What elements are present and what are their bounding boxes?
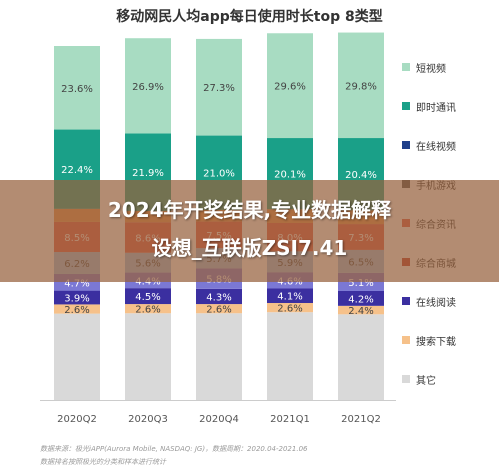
legend-swatch <box>402 336 410 344</box>
data-label: 20.1% <box>274 170 306 181</box>
legend-swatch <box>402 141 410 149</box>
bar-segment <box>125 38 171 134</box>
x-tick-label: 2020Q4 <box>199 414 239 425</box>
legend-label: 在线视频 <box>416 141 456 153</box>
bar-segment <box>267 303 313 313</box>
legend-swatch <box>402 375 410 383</box>
legend-item: 其它 <box>402 372 436 387</box>
bar-segment <box>338 314 384 400</box>
source-note: 数据来源：极光iAPP(Aurora Mobile, NASDAQ: JG)，数… <box>40 445 308 453</box>
bar-segment <box>267 288 313 304</box>
legend-swatch <box>402 102 410 110</box>
banner-line-1: 2024年开奖结果,专业数据解释 <box>107 198 392 222</box>
legend-item: 短视频 <box>402 60 446 75</box>
bar-segment <box>196 304 242 314</box>
bar-segment <box>125 313 171 400</box>
data-label: 4.7% <box>64 278 89 289</box>
bar-segment <box>338 305 384 315</box>
bar-segment <box>196 38 242 136</box>
data-label: 29.8% <box>345 81 377 92</box>
legend-label: 搜索下载 <box>416 336 456 348</box>
data-label: 21.0% <box>203 169 235 180</box>
data-label: 21.9% <box>132 168 164 179</box>
banner-line-2: 设想_互联版ZSI7.41 <box>151 236 348 260</box>
data-label: 4.5% <box>135 292 160 303</box>
chart-title: 移动网民人均app每日使用时长top 8类型 <box>116 9 383 25</box>
bar-segment <box>125 288 171 305</box>
bar-segment <box>54 313 100 400</box>
data-label: 2.6% <box>64 305 89 316</box>
data-label: 5.1% <box>348 278 373 289</box>
legend-item: 在线阅读 <box>402 294 456 309</box>
data-label: 3.9% <box>64 294 89 305</box>
data-label: 29.6% <box>274 82 306 93</box>
data-label: 2.6% <box>277 304 302 315</box>
data-label: 4.1% <box>277 292 302 303</box>
bar-segment <box>54 290 100 305</box>
legend-label: 即时通讯 <box>416 102 456 114</box>
bar-segment <box>54 304 100 314</box>
bar-segment <box>196 313 242 400</box>
data-label: 26.9% <box>132 82 164 93</box>
data-label: 2.4% <box>348 306 373 317</box>
legend-label: 短视频 <box>416 63 446 75</box>
bar-segment <box>338 290 384 306</box>
x-tick-label: 2020Q2 <box>57 414 97 425</box>
legend-item: 搜索下载 <box>402 333 456 348</box>
data-label: 20.4% <box>345 170 377 181</box>
data-label: 23.6% <box>61 84 93 95</box>
legend-label: 其它 <box>416 375 436 387</box>
sample-note: 数据排名按照极光的分类和样本进行统计 <box>40 458 166 466</box>
bar-segment <box>196 288 242 305</box>
x-tick-label: 2020Q3 <box>128 414 168 425</box>
legend-item: 在线视频 <box>402 138 456 153</box>
data-label: 4.2% <box>348 294 373 305</box>
bar-segment <box>54 46 100 130</box>
watermark-banner: 2024年开奖结果,专业数据解释 设想_互联版ZSI7.41 <box>0 180 499 282</box>
legend-swatch <box>402 63 410 71</box>
x-tick-label: 2021Q1 <box>270 414 310 425</box>
data-label: 22.4% <box>61 165 93 176</box>
bar-segment <box>267 33 313 139</box>
bar-segment <box>338 32 384 139</box>
bar-segment <box>125 304 171 314</box>
legend-label: 在线阅读 <box>416 297 456 309</box>
data-label: 27.3% <box>203 83 235 94</box>
data-label: 2.6% <box>206 305 231 316</box>
data-label: 2.6% <box>135 305 160 316</box>
legend-swatch <box>402 297 410 305</box>
legend-item: 即时通讯 <box>402 99 456 114</box>
data-label: 4.3% <box>206 292 231 303</box>
bar-segment <box>267 312 313 400</box>
x-tick-label: 2021Q2 <box>341 414 381 425</box>
